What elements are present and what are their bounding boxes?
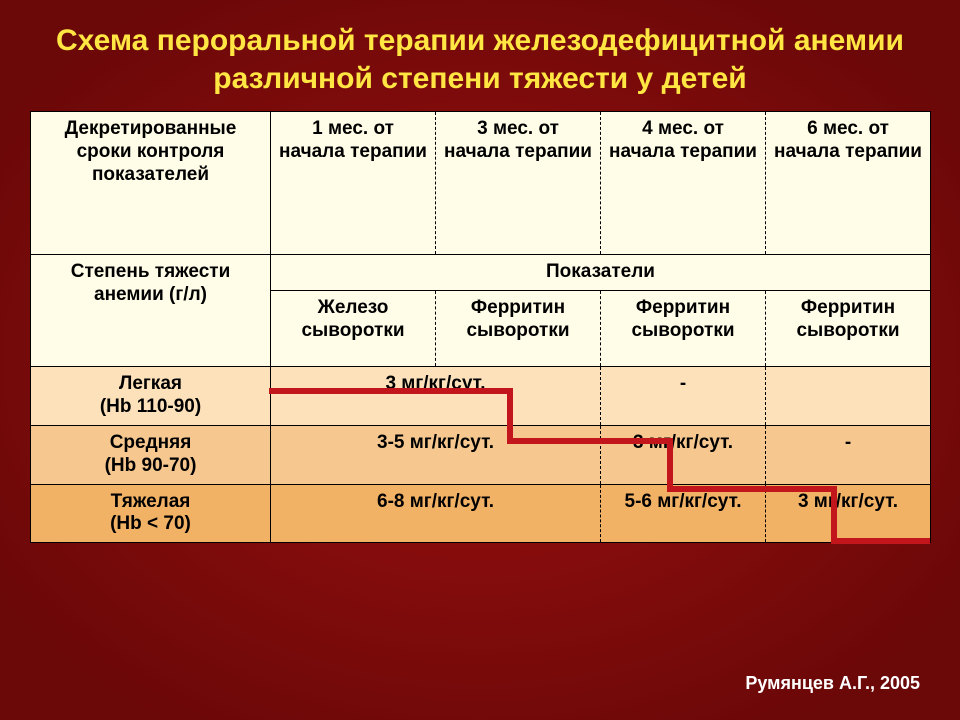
row1-dose4: -: [766, 425, 931, 484]
row1-name: Средняя (Hb 90-70): [31, 425, 271, 484]
header-label: Декретированные сроки контроля показател…: [31, 112, 271, 255]
period-4: 6 мес. от начала терапии: [766, 112, 931, 255]
row-severe: Тяжелая (Hb < 70) 6-8 мг/кг/сут. 5-6 мг/…: [31, 484, 931, 543]
table-wrap: Декретированные сроки контроля показател…: [30, 111, 930, 543]
row-medium: Средняя (Hb 90-70) 3-5 мг/кг/сут. 3 мг/к…: [31, 425, 931, 484]
subind-2: Ферритин сыворотки: [436, 290, 601, 367]
row0-dose12: 3 мг/кг/сут.: [271, 367, 601, 426]
row0-name: Легкая (Hb 110-90): [31, 367, 271, 426]
period-3: 4 мес. от начала терапии: [601, 112, 766, 255]
period-2: 3 мес. от начала терапии: [436, 112, 601, 255]
slide: Схема пероральной терапии железодефицитн…: [0, 0, 960, 720]
row1-line2: (Hb 90-70): [105, 455, 197, 476]
indicators-label: Показатели: [271, 255, 931, 291]
header-row: Декретированные сроки контроля показател…: [31, 112, 931, 255]
slide-title: Схема пероральной терапии железодефицитн…: [40, 22, 920, 97]
row0-line1: Легкая: [119, 373, 182, 394]
row1-line1: Средняя: [110, 432, 192, 453]
row2-dose12: 6-8 мг/кг/сут.: [271, 484, 601, 543]
row2-name: Тяжелая (Hb < 70): [31, 484, 271, 543]
period-1: 1 мес. от начала терапии: [271, 112, 436, 255]
row0-dose3: -: [601, 367, 766, 426]
citation: Румянцев А.Г., 2005: [745, 673, 920, 694]
severity-label: Степень тяжести анемии (г/л): [31, 255, 271, 367]
row0-dose4: [766, 367, 931, 426]
row1-dose12: 3-5 мг/кг/сут.: [271, 425, 601, 484]
subind-3: Ферритин сыворотки: [601, 290, 766, 367]
subind-4: Ферритин сыворотки: [766, 290, 931, 367]
row2-line2: (Hb < 70): [110, 513, 191, 534]
row-light: Легкая (Hb 110-90) 3 мг/кг/сут. -: [31, 367, 931, 426]
severity-row: Степень тяжести анемии (г/л) Показатели: [31, 255, 931, 291]
row1-dose3: 3 мг/кг/сут.: [601, 425, 766, 484]
row2-dose3: 5-6 мг/кг/сут.: [601, 484, 766, 543]
row2-line1: Тяжелая: [111, 491, 191, 512]
row2-dose4: 3 мг/кг/сут.: [766, 484, 931, 543]
row0-line2: (Hb 110-90): [100, 396, 201, 417]
subind-1: Железо сыворотки: [271, 290, 436, 367]
therapy-table: Декретированные сроки контроля показател…: [30, 111, 931, 543]
